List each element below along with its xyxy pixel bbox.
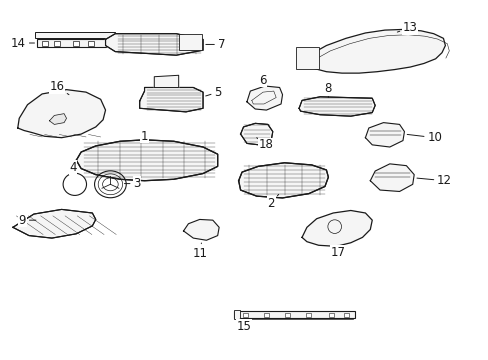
Bar (328, 313, 333, 317)
Polygon shape (18, 90, 105, 138)
Polygon shape (246, 86, 282, 110)
Polygon shape (183, 220, 219, 240)
Text: 8: 8 (324, 82, 331, 98)
Bar (54, 41, 60, 45)
Bar (73, 41, 79, 45)
Text: 17: 17 (330, 245, 345, 259)
Text: 11: 11 (193, 243, 208, 260)
Text: 6: 6 (259, 74, 266, 87)
Text: 1: 1 (141, 130, 148, 143)
Text: 3: 3 (124, 177, 141, 190)
Text: 7: 7 (205, 38, 224, 51)
Polygon shape (154, 75, 178, 87)
Bar (88, 41, 94, 45)
Polygon shape (369, 164, 413, 192)
Polygon shape (302, 211, 371, 246)
Text: 9: 9 (19, 214, 36, 227)
Text: 5: 5 (205, 86, 221, 99)
Bar (285, 313, 289, 317)
Bar (41, 41, 47, 45)
Polygon shape (49, 114, 66, 125)
FancyBboxPatch shape (178, 34, 202, 50)
Text: 16: 16 (49, 80, 69, 95)
Text: 4: 4 (69, 161, 77, 174)
Text: 2: 2 (267, 194, 278, 210)
Text: 18: 18 (256, 138, 273, 151)
Bar (264, 313, 268, 317)
Polygon shape (305, 30, 445, 73)
Text: 15: 15 (236, 319, 251, 333)
Polygon shape (365, 123, 404, 147)
Polygon shape (238, 163, 328, 198)
Polygon shape (105, 34, 203, 55)
Text: 13: 13 (396, 21, 417, 34)
FancyBboxPatch shape (233, 311, 354, 318)
Bar (243, 313, 247, 317)
FancyBboxPatch shape (35, 32, 115, 38)
Polygon shape (299, 97, 374, 116)
Text: 14: 14 (11, 36, 35, 50)
Text: 10: 10 (407, 131, 441, 144)
Bar (344, 313, 348, 317)
Text: 12: 12 (416, 174, 451, 187)
Polygon shape (140, 87, 203, 112)
Polygon shape (240, 123, 272, 145)
FancyBboxPatch shape (295, 46, 319, 69)
FancyBboxPatch shape (233, 310, 239, 319)
FancyBboxPatch shape (37, 40, 105, 47)
Bar (306, 313, 311, 317)
Polygon shape (13, 210, 96, 238)
Polygon shape (76, 140, 217, 181)
